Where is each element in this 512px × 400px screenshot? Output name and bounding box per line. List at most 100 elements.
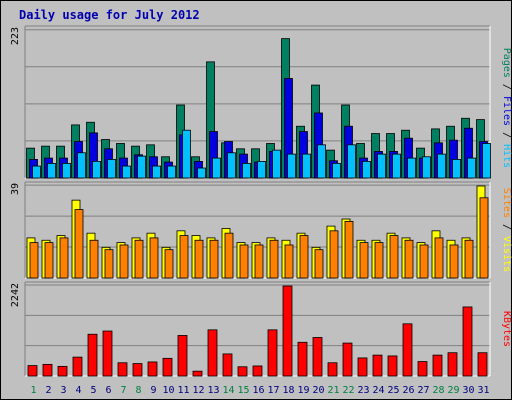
hits-bar	[212, 157, 221, 179]
legend-3: KBytes	[501, 311, 512, 347]
kbytes-bar	[372, 354, 383, 377]
sites-bar	[254, 244, 264, 279]
day-label: 26	[402, 385, 414, 396]
day-label: 11	[177, 385, 189, 396]
kbytes-bar	[57, 365, 68, 377]
day-label: 13	[207, 385, 219, 396]
hits-bar	[392, 153, 401, 179]
day-label: 6	[105, 385, 111, 396]
hits-bar	[152, 165, 161, 179]
hits-bar	[257, 161, 266, 179]
hits-bar	[47, 162, 56, 179]
kbytes-bar	[477, 352, 488, 377]
hits-bar	[227, 152, 236, 179]
kbytes-bar	[192, 370, 203, 377]
y-max-label-1: 223	[10, 27, 21, 45]
sites-bar	[419, 244, 429, 279]
day-label: 25	[387, 385, 399, 396]
sites-bar	[194, 239, 204, 279]
hits-bar	[62, 162, 71, 179]
hits-bar	[77, 152, 86, 179]
sites-bar	[209, 239, 219, 279]
day-label: 23	[357, 385, 369, 396]
sites-bar	[449, 244, 459, 279]
day-label: 12	[192, 385, 204, 396]
sites-bar	[149, 237, 159, 279]
sites-bar	[404, 239, 414, 279]
day-label: 20	[312, 385, 324, 396]
sites-bar	[179, 235, 189, 279]
sites-bar	[479, 197, 489, 279]
kbytes-bar	[177, 335, 188, 377]
hits-bar	[452, 159, 461, 179]
sites-bar	[359, 242, 369, 279]
hits-bar	[287, 153, 296, 179]
hits-bar	[242, 162, 251, 179]
y-max-label-3: 2242	[10, 283, 21, 307]
day-label: 9	[150, 385, 156, 396]
legend-entry: /	[501, 78, 512, 96]
kbytes-bar	[402, 323, 413, 377]
day-label: 2	[45, 385, 51, 396]
sites-bar	[284, 244, 294, 279]
kbytes-bar	[87, 333, 98, 377]
day-label: 17	[267, 385, 279, 396]
panel-3-background	[25, 282, 490, 376]
kbytes-bar	[117, 362, 128, 377]
legend-entry: Hits	[501, 144, 512, 168]
kbytes-bar	[387, 355, 398, 377]
day-label: 18	[282, 385, 294, 396]
day-label: 7	[120, 385, 126, 396]
sites-bar	[29, 242, 39, 279]
day-label: 14	[222, 385, 234, 396]
kbytes-bar	[222, 353, 233, 377]
day-label: 30	[462, 385, 474, 396]
day-label: 1	[30, 385, 36, 396]
sites-bar	[74, 209, 84, 279]
sites-bar	[329, 230, 339, 279]
day-label: 28	[432, 385, 444, 396]
hits-bar	[107, 159, 116, 179]
hits-bar	[317, 144, 326, 179]
day-label: 15	[237, 385, 249, 396]
kbytes-bar	[27, 365, 38, 377]
kbytes-bar	[207, 329, 218, 377]
hits-bar	[347, 144, 356, 179]
legend-entry: KBytes	[501, 311, 512, 347]
kbytes-bar	[417, 361, 428, 377]
hits-bar	[32, 165, 41, 179]
day-label: 8	[135, 385, 141, 396]
sites-bar	[299, 235, 309, 279]
legend-entry: Visits	[501, 236, 512, 272]
hits-bar	[332, 162, 341, 179]
hits-bar	[167, 165, 176, 179]
hits-bar	[422, 156, 431, 179]
sites-bar	[344, 220, 354, 279]
kbytes-bar	[72, 356, 83, 377]
sites-bar	[119, 244, 129, 279]
legend-entry: /	[501, 218, 512, 236]
hits-bar	[482, 143, 491, 179]
day-label: 16	[252, 385, 264, 396]
day-label: 10	[162, 385, 174, 396]
sites-bar	[104, 249, 114, 279]
legend-entry: Files	[501, 96, 512, 126]
hits-bar	[302, 153, 311, 179]
kbytes-bar	[42, 363, 53, 377]
day-label: 22	[342, 385, 354, 396]
sites-bar	[464, 239, 474, 279]
day-label: 27	[417, 385, 429, 396]
kbytes-bar	[432, 354, 443, 377]
sites-bar	[314, 249, 324, 279]
hits-bar	[197, 167, 206, 179]
hits-bar	[362, 161, 371, 179]
hits-bar	[92, 161, 101, 179]
kbytes-bar	[237, 366, 248, 377]
legend-entry: Sites	[501, 188, 512, 218]
sites-bar	[434, 237, 444, 279]
kbytes-bar	[132, 363, 143, 377]
hits-bar	[437, 153, 446, 179]
kbytes-bar	[357, 357, 368, 377]
hits-bar	[272, 149, 281, 179]
